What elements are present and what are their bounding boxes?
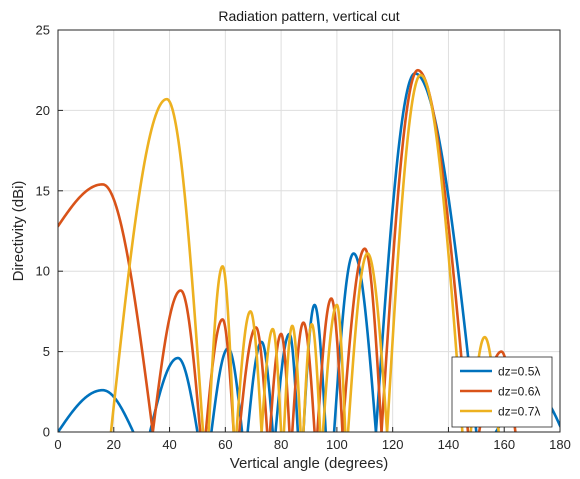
series-line-lobe: [246, 340, 275, 432]
series-line-lobe: [321, 303, 347, 432]
x-tick-label: 160: [493, 437, 515, 452]
series-line-lobe: [302, 322, 322, 432]
y-tick-label: 10: [36, 264, 50, 279]
x-tick-label: 60: [218, 437, 232, 452]
series-line-lobe: [237, 326, 269, 432]
series-line-lobe: [235, 310, 263, 432]
plot-frame: [57, 29, 561, 433]
series-line-lobe: [58, 183, 155, 432]
series-line-lobe: [207, 265, 235, 432]
series-line-lobe: [316, 297, 344, 432]
x-tick-label: 180: [549, 437, 571, 452]
y-axis-title: Directivity (dBi): [10, 181, 27, 282]
series-line-lobe: [385, 73, 464, 432]
y-tick-label: 20: [36, 103, 50, 118]
x-tick-label: 100: [326, 437, 348, 452]
series-line-lobe: [148, 356, 199, 432]
series-line-lobe: [380, 68, 470, 432]
series-line-lobe: [282, 324, 302, 432]
x-tick-label: 20: [107, 437, 121, 452]
legend-label: dz=0.5λ: [498, 365, 540, 379]
series-line-lobe: [260, 327, 283, 432]
series-line-lobe: [341, 247, 383, 432]
series-line-lobe: [58, 388, 135, 432]
series-line-lobe: [109, 97, 205, 432]
x-tick-label: 0: [54, 437, 61, 452]
series-layer: [58, 68, 560, 432]
x-axis-title: Vertical angle (degrees): [230, 455, 388, 472]
x-tick-label: 120: [382, 437, 404, 452]
series-line-lobe: [151, 289, 202, 432]
legend: dz=0.5λ dz=0.6λ dz=0.7λ: [451, 356, 553, 428]
chart-title: Radiation pattern, vertical cut: [218, 8, 399, 24]
legend-label: dz=0.6λ: [498, 385, 540, 399]
y-tick-label: 25: [36, 23, 50, 38]
y-tick-label: 0: [43, 425, 50, 440]
legend-label: dz=0.7λ: [498, 405, 540, 419]
y-tick-label: 5: [43, 344, 50, 359]
x-tick-label: 80: [274, 437, 288, 452]
y-axis-ticks: 0 5 10 15 20 25: [36, 23, 63, 440]
y-tick-label: 15: [36, 183, 50, 198]
series-line-lobe: [346, 252, 389, 432]
x-tick-label: 40: [162, 437, 176, 452]
x-tick-label: 140: [438, 437, 460, 452]
series-line-lobe: [290, 321, 316, 432]
